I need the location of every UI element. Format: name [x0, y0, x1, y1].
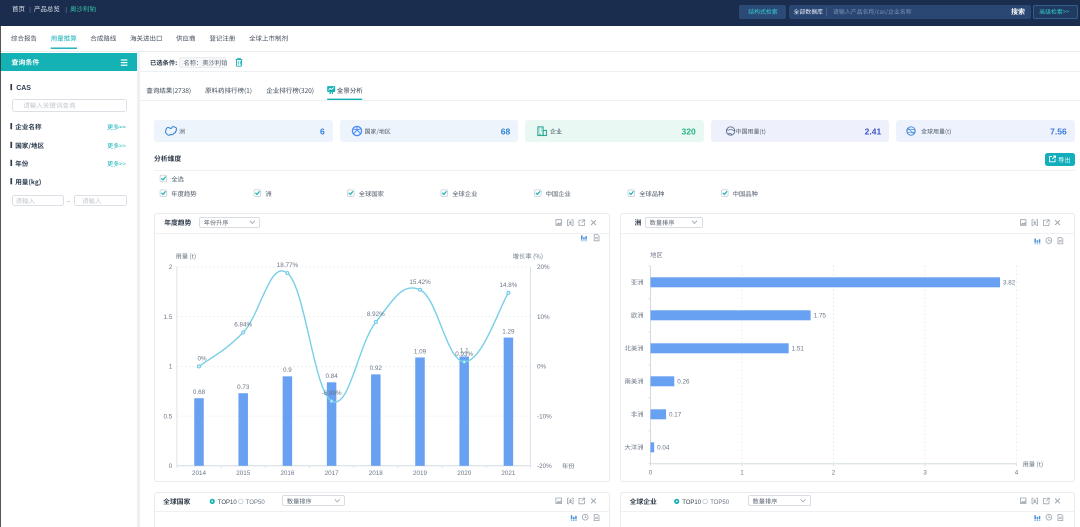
svg-text:TOP50: TOP50 — [246, 500, 266, 506]
svg-text:1: 1 — [169, 364, 173, 371]
svg-text:0: 0 — [649, 470, 653, 477]
svg-text:3: 3 — [923, 470, 927, 477]
svg-text:CAS: CAS — [16, 85, 31, 92]
svg-text:2014: 2014 — [192, 470, 207, 477]
svg-text:0%: 0% — [197, 355, 207, 362]
svg-text:-: - — [68, 198, 71, 205]
svg-text:1.51: 1.51 — [792, 346, 805, 353]
svg-text:2021: 2021 — [501, 470, 516, 477]
svg-text:0.92: 0.92 — [370, 365, 383, 372]
svg-text:-10%: -10% — [537, 413, 552, 420]
svg-text:0.93%: 0.93% — [455, 351, 473, 358]
svg-text:0.5: 0.5 — [164, 413, 173, 420]
svg-text:20%: 20% — [537, 264, 550, 271]
svg-text:14.8%: 14.8% — [499, 282, 517, 289]
svg-text:0%: 0% — [537, 364, 547, 371]
svg-text:320: 320 — [682, 126, 696, 136]
svg-text:1.29: 1.29 — [502, 328, 515, 335]
svg-text:1.1: 1.1 — [460, 347, 469, 354]
svg-text:-20%: -20% — [537, 463, 552, 470]
svg-text:8.92%: 8.92% — [367, 311, 385, 318]
svg-text:15.42%: 15.42% — [409, 279, 431, 286]
svg-text:6: 6 — [320, 126, 325, 136]
svg-text:2.41: 2.41 — [865, 126, 882, 136]
svg-text:TOP50: TOP50 — [710, 500, 730, 506]
svg-text:1.75: 1.75 — [814, 313, 827, 320]
svg-text:6.84%: 6.84% — [234, 321, 252, 328]
svg-text:2: 2 — [832, 470, 836, 477]
svg-text:-6.99%: -6.99% — [322, 390, 342, 397]
svg-text:2018: 2018 — [369, 470, 384, 477]
svg-text:TOP10: TOP10 — [218, 500, 238, 506]
svg-text:2017: 2017 — [325, 470, 340, 477]
svg-text:0.84: 0.84 — [325, 373, 338, 380]
svg-text:18.77%: 18.77% — [277, 262, 299, 269]
svg-text:0.9: 0.9 — [283, 367, 292, 374]
svg-text:2016: 2016 — [280, 470, 295, 477]
svg-text:2020: 2020 — [457, 470, 472, 477]
svg-text:0.73: 0.73 — [237, 384, 250, 391]
svg-text:|: | — [29, 7, 31, 13]
svg-text:4: 4 — [1015, 470, 1019, 477]
svg-text:TOP10: TOP10 — [682, 500, 702, 506]
svg-text:0: 0 — [169, 463, 173, 470]
svg-text:0.68: 0.68 — [193, 389, 206, 396]
svg-text:|: | — [65, 7, 67, 13]
svg-text:68: 68 — [501, 126, 511, 136]
svg-text:2015: 2015 — [236, 470, 251, 477]
svg-text:2019: 2019 — [413, 470, 428, 477]
svg-text:10%: 10% — [537, 314, 550, 321]
svg-text:2: 2 — [169, 264, 173, 271]
svg-text:0.04: 0.04 — [657, 445, 670, 452]
svg-text:1: 1 — [740, 470, 744, 477]
svg-text:7.56: 7.56 — [1050, 126, 1067, 136]
svg-text:3.82: 3.82 — [1003, 280, 1016, 287]
svg-text:0.26: 0.26 — [677, 379, 690, 386]
svg-text:1.5: 1.5 — [164, 314, 173, 321]
svg-text:1.09: 1.09 — [414, 348, 427, 355]
svg-text:0.17: 0.17 — [669, 412, 682, 419]
